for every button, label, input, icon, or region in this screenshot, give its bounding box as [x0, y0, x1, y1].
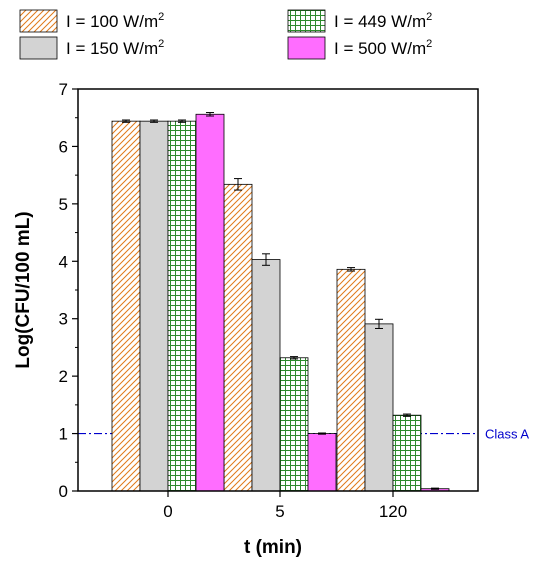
svg-text:I = 449 W/m2: I = 449 W/m2: [334, 11, 432, 31]
legend-label-150: I = 150 W/m: [66, 39, 158, 58]
legend-sup-449: 2: [426, 11, 432, 23]
y-axis-title: Log(CFU/100 mL): [13, 211, 34, 368]
bar-500-t0: [195, 113, 225, 492]
x-tick-label-120: 120: [379, 502, 407, 521]
legend: I = 100 W/m2 I = 449 W/m2 I = 150 W/m2 I…: [19, 9, 432, 60]
bar-150-t5: [251, 259, 281, 492]
y-tick-label: 7: [59, 80, 68, 99]
svg-text:I = 150 W/m2: I = 150 W/m2: [66, 38, 164, 58]
legend-item-100: I = 100 W/m2: [19, 9, 164, 33]
svg-text:I = 100 W/m2: I = 100 W/m2: [66, 11, 164, 31]
y-tick-label: 1: [59, 425, 68, 444]
bar-100-t5: [223, 183, 253, 492]
legend-swatch-449: [287, 9, 326, 33]
bar-150-t0: [139, 120, 169, 492]
y-tick-label: 4: [59, 252, 68, 271]
legend-item-150: I = 150 W/m2: [19, 36, 164, 60]
x-axis-title: t (min): [244, 537, 302, 558]
bar-150-t120: [364, 323, 394, 492]
bar-449-t0: [167, 120, 197, 492]
x-tick-label-5: 5: [275, 502, 284, 521]
y-tick-label: 0: [59, 482, 68, 501]
bar-449-t120: [392, 414, 422, 492]
bar-100-t120: [336, 268, 366, 492]
legend-label-100: I = 100 W/m: [66, 12, 158, 31]
legend-item-500: I = 500 W/m2: [287, 36, 432, 60]
y-tick-label: 2: [59, 367, 68, 386]
legend-label-500: I = 500 W/m: [334, 39, 426, 58]
legend-sup-150: 2: [158, 38, 164, 50]
legend-sup-500: 2: [426, 38, 432, 50]
bar-500-t5: [307, 433, 337, 492]
svg-text:I = 500 W/m2: I = 500 W/m2: [334, 38, 432, 58]
y-tick-label: 5: [59, 195, 68, 214]
legend-swatch-100: [19, 9, 58, 33]
bar-100-t0: [111, 120, 141, 492]
legend-item-449: I = 449 W/m2: [287, 9, 432, 33]
y-tick-label: 6: [59, 137, 68, 156]
legend-swatch-150: [19, 36, 58, 60]
x-tick-label-0: 0: [163, 502, 172, 521]
legend-sup-100: 2: [158, 11, 164, 23]
reference-label-class-a: Class A: [485, 427, 529, 442]
bar-449-t5: [279, 357, 309, 492]
y-tick-label: 3: [59, 310, 68, 329]
legend-swatch-500: [287, 36, 326, 60]
legend-label-449: I = 449 W/m: [334, 12, 426, 31]
plot-area: 0 1 2 3 4 5 6 7 0 5 120 Class A: [59, 80, 530, 521]
